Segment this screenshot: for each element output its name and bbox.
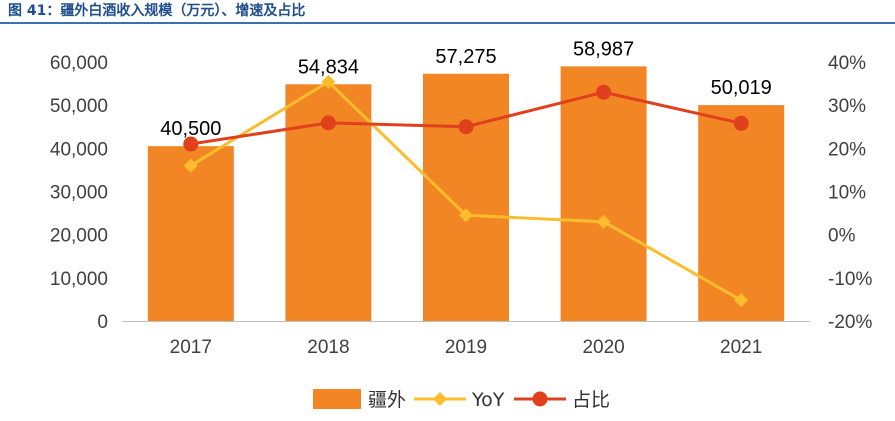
bar-2019 [423, 73, 509, 322]
bar-data-label: 57,275 [435, 46, 496, 68]
bar-data-label: 40,500 [160, 118, 221, 140]
bar-2017 [147, 146, 234, 321]
y-left-tick-label: 40,000 [50, 139, 108, 160]
series-point-YoY [596, 214, 611, 229]
y-left-tick-label: 60,000 [50, 53, 108, 74]
legend-marker-circle [532, 391, 548, 407]
legend-swatch-bar [313, 389, 361, 409]
series-point-YoY [321, 74, 336, 89]
series-point-占比 [733, 115, 749, 131]
bar-data-label: 50,019 [711, 77, 772, 99]
bar-data-label: 58,987 [573, 38, 634, 60]
series-point-YoY [183, 158, 198, 173]
legend-label: 疆外 [368, 389, 406, 411]
x-tick-label: 2020 [582, 337, 624, 358]
y-left-tick-label: 20,000 [50, 226, 108, 247]
bar-2021 [698, 105, 785, 321]
y-right-tick-label: 10% [828, 183, 866, 204]
y-right-tick-label: 30% [828, 96, 866, 117]
series-point-占比 [458, 119, 474, 135]
x-tick-label: 2019 [445, 337, 487, 358]
legend-marker-diamond [433, 392, 447, 406]
y-right-tick-label: 40% [828, 53, 866, 74]
y-left-tick-label: 30,000 [50, 183, 108, 204]
y-right-tick-label: -10% [828, 269, 872, 290]
legend-label: YoY [471, 389, 505, 411]
series-point-YoY [734, 293, 749, 308]
bar-2020 [560, 66, 647, 322]
y-left-tick-label: 50,000 [50, 96, 108, 117]
y-left-tick-label: 0 [97, 312, 108, 333]
y-left-tick-label: 10,000 [50, 269, 108, 290]
x-tick-label: 2021 [720, 337, 762, 358]
x-tick-label: 2017 [170, 337, 212, 358]
y-right-tick-label: -20% [828, 312, 872, 333]
series-point-YoY [459, 208, 473, 223]
y-right-tick-label: 0% [828, 226, 856, 247]
x-tick-label: 2018 [307, 337, 349, 358]
bar-data-label: 54,834 [298, 56, 359, 78]
legend-label: 占比 [572, 389, 610, 411]
y-right-tick-label: 20% [828, 139, 866, 160]
series-point-占比 [320, 115, 336, 131]
chart-title: 图 41：疆外白酒收入规模（万元）、增速及占比 [0, 0, 895, 24]
series-point-占比 [183, 136, 199, 152]
series-point-占比 [596, 84, 612, 100]
